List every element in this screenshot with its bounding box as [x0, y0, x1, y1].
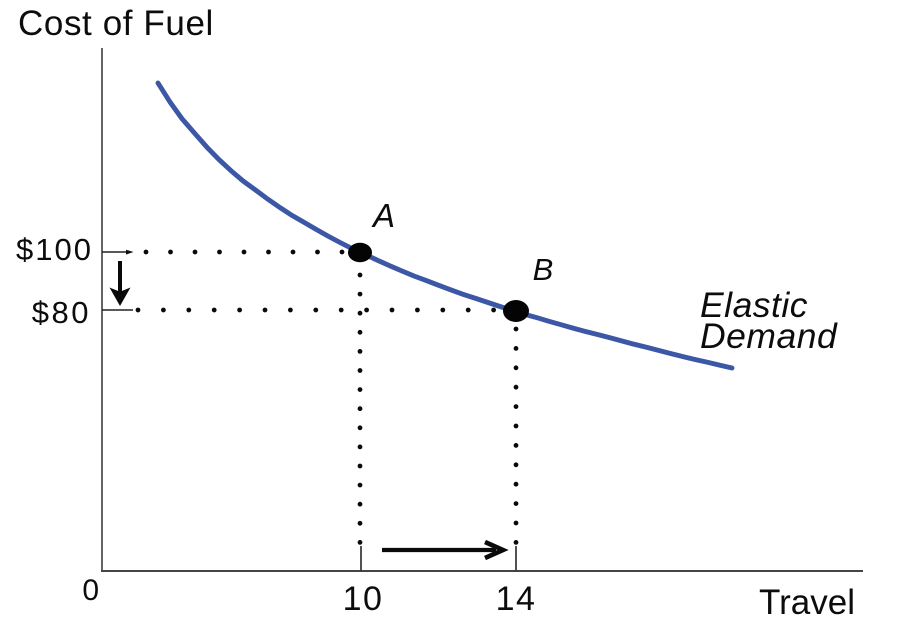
svg-text:A: A	[371, 197, 395, 234]
svg-text:Elastic: Elastic	[700, 285, 808, 325]
svg-text:$80: $80	[32, 295, 91, 330]
svg-text:0: 0	[82, 574, 99, 607]
svg-text:Travel: Travel	[759, 583, 855, 622]
svg-text:Demand: Demand	[700, 316, 838, 356]
svg-text:B: B	[533, 252, 554, 287]
svg-text:14: 14	[496, 580, 537, 618]
svg-text:$100: $100	[16, 232, 93, 267]
svg-text:Cost of Fuel: Cost of Fuel	[18, 4, 214, 43]
svg-text:10: 10	[343, 580, 384, 618]
